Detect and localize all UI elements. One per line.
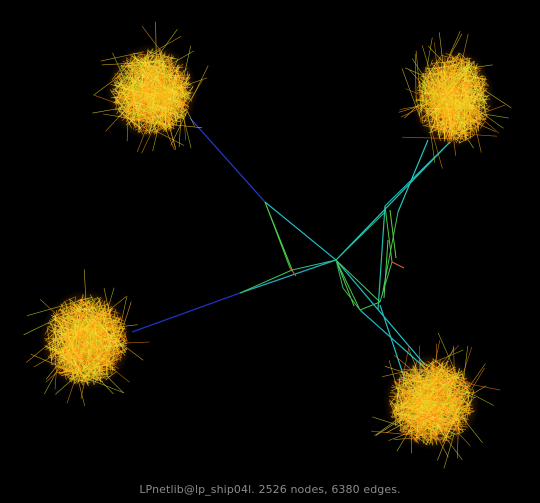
edge-left-hub-mid [239, 259, 337, 294]
edge-topright-a [335, 141, 451, 261]
cluster-top-left [92, 21, 209, 154]
node-clusters [23, 21, 512, 469]
edge-topright-b [397, 139, 429, 213]
edge-hub-to-bottomright-a [335, 259, 426, 366]
cluster-bottom-right [371, 332, 501, 469]
edge-topleft-to-hub [189, 117, 266, 203]
hub-edges [239, 201, 405, 311]
edge-hub-to-bottomright-d [377, 205, 386, 311]
graph-caption: LPnetlib@lp_ship04l. 2526 nodes, 6380 ed… [139, 483, 401, 496]
edge-left-to-hub [131, 292, 241, 333]
connector-edges [131, 117, 451, 381]
cluster-left [23, 269, 150, 406]
edge-hub-upper [264, 201, 337, 261]
edge-topright-c [384, 141, 451, 207]
cluster-top-right [398, 30, 512, 169]
